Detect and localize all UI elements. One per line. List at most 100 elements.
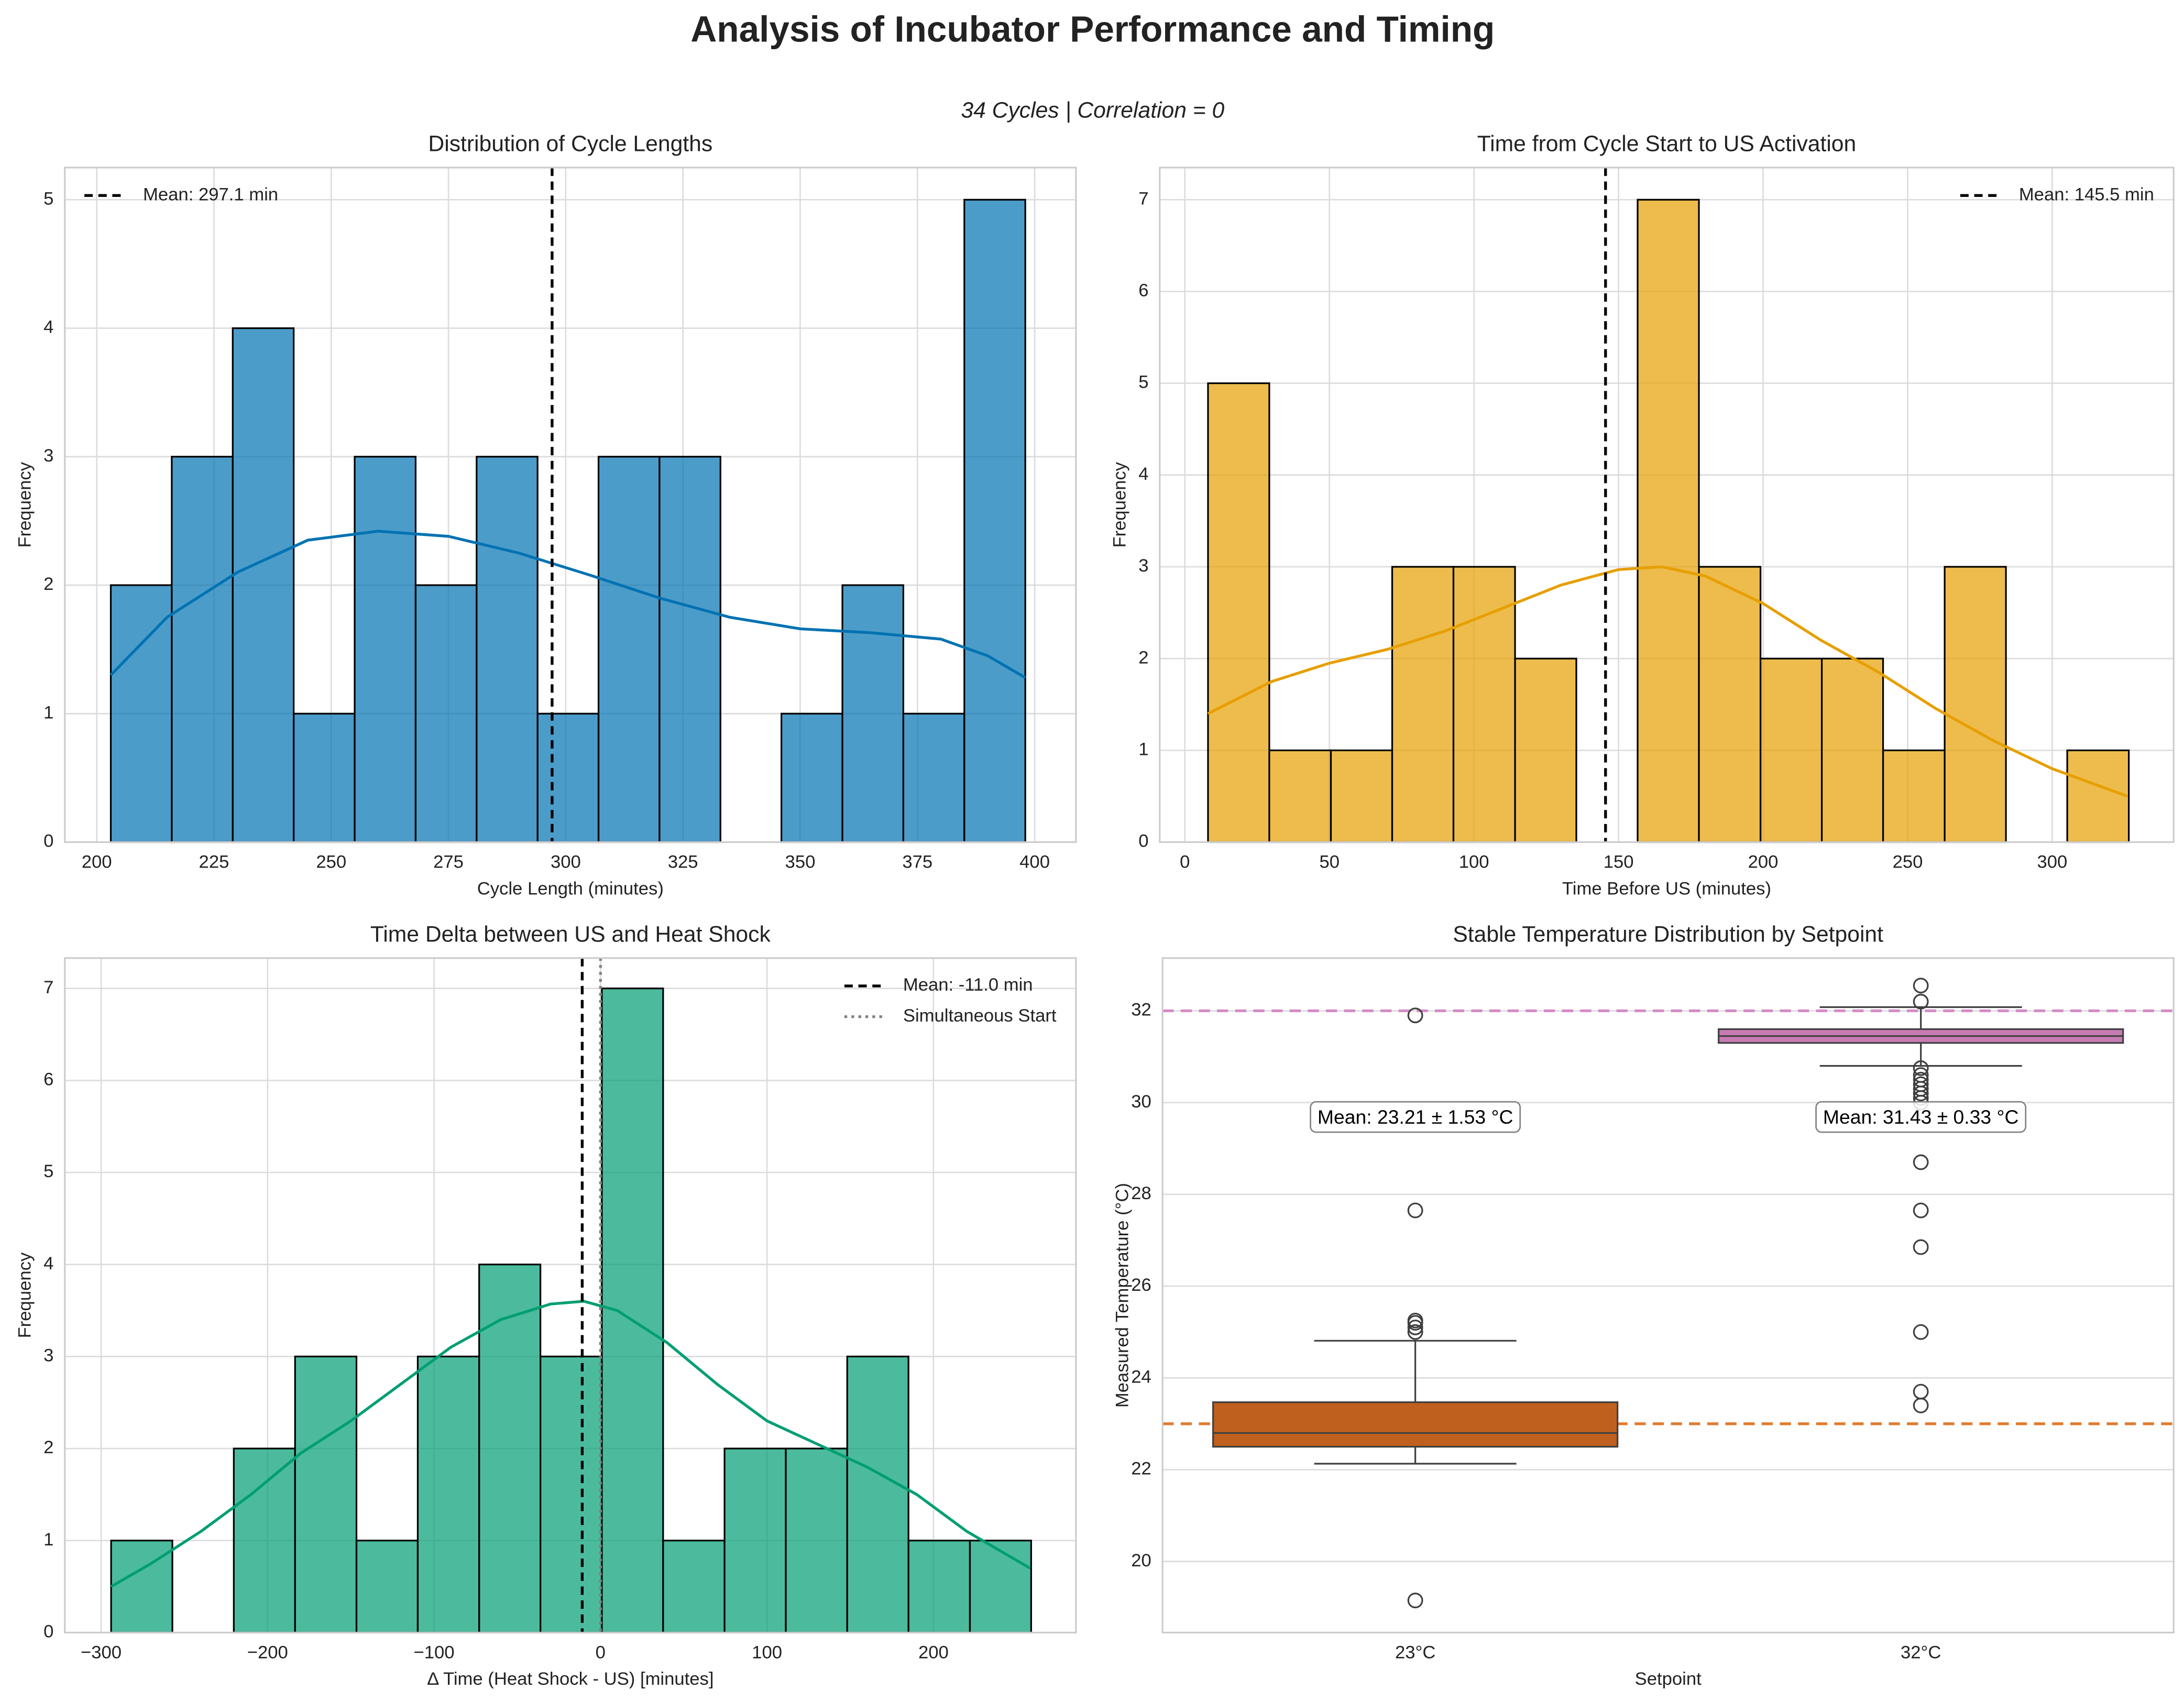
outlier <box>1913 1239 1929 1255</box>
bar <box>536 712 600 843</box>
y-axis-label: Measured Temperature (°C) <box>1113 1183 1133 1408</box>
panel: 0 1 2 3 4 5 6 7 0 50 100 150 200 250 300 Time from Cycl… <box>1110 131 2175 898</box>
bar <box>2066 749 2130 843</box>
x-tick-label: −200 <box>247 1643 288 1663</box>
x-tick-label: 325 <box>668 852 698 872</box>
y-tick-label: 3 <box>43 1346 53 1366</box>
plot-border <box>64 957 1077 1633</box>
x-axis-label: Δ Time (Heat Shock - US) [minutes] <box>427 1669 714 1689</box>
annotation: Mean: 23.21 ± 1.53 °C <box>1318 1106 1513 1128</box>
plot-border <box>64 167 1077 843</box>
legend-label: Mean: -11.0 min <box>903 975 1033 995</box>
panel-title: Distribution of Cycle Lengths <box>428 131 712 157</box>
kde-line <box>1207 565 2128 798</box>
y-tick-label: 7 <box>43 978 53 997</box>
y-tick-label: 0 <box>1138 831 1148 851</box>
bar <box>1514 657 1577 843</box>
x-axis-label: Time Before US (minutes) <box>1562 879 1771 898</box>
y-tick-label: 0 <box>43 1622 53 1642</box>
bar <box>232 327 295 843</box>
bar <box>1944 566 2007 843</box>
y-tick-label: 4 <box>43 1254 53 1274</box>
outlier <box>1407 1319 1423 1335</box>
bar <box>723 1447 787 1633</box>
outlier <box>1407 1007 1423 1024</box>
bar <box>293 712 356 843</box>
y-tick-label: 2 <box>1138 648 1148 667</box>
y-tick-label: 5 <box>1138 372 1148 392</box>
x-axis-label: Setpoint <box>1635 1669 1702 1689</box>
bar <box>1820 657 1884 843</box>
x-tick-label: 225 <box>199 852 229 872</box>
y-tick-label: 30 <box>1131 1092 1151 1112</box>
bar <box>540 1355 603 1633</box>
bar <box>355 1540 419 1633</box>
y-tick-label: 28 <box>1131 1183 1151 1203</box>
y-tick-label: 20 <box>1131 1551 1151 1571</box>
bar <box>841 584 905 843</box>
bar <box>963 199 1026 843</box>
outlier <box>1913 1202 1929 1219</box>
outlier <box>1913 1324 1929 1340</box>
y-tick-label: 6 <box>1138 281 1148 301</box>
outlier <box>1913 1085 1929 1102</box>
y-tick-label: 26 <box>1131 1275 1151 1295</box>
y-tick-label: 4 <box>43 317 53 337</box>
x-tick-label: 23°C <box>1395 1643 1435 1663</box>
legend: Mean: 297.1 min <box>84 184 278 204</box>
panel: 20 22 24 26 28 30 32 Stable Temperature Distrib… <box>1113 921 2175 1689</box>
outlier <box>1913 994 1929 1009</box>
panel-title: Time Delta between US and Heat Shock <box>370 921 771 947</box>
y-tick-label: 7 <box>1138 189 1148 208</box>
bar <box>902 712 965 843</box>
x-tick-label: −300 <box>81 1643 122 1663</box>
figure-subtitle: 34 Cycles | Correlation = 0 <box>961 98 1224 123</box>
outlier <box>1913 1060 1929 1076</box>
bar <box>294 1355 358 1633</box>
bar <box>969 1540 1032 1633</box>
x-axis-label: Cycle Length (minutes) <box>477 879 664 898</box>
x-tick-label: 50 <box>1319 852 1340 872</box>
bar <box>416 1355 480 1633</box>
annotation-box <box>1310 1101 1521 1133</box>
bar <box>1759 657 1823 843</box>
x-tick-label: 0 <box>596 1643 606 1663</box>
bar <box>1882 749 1946 843</box>
panel: 0 1 2 3 4 5 200 225 250 275 300 325 350 375 400 Distrib… <box>15 131 1077 898</box>
x-tick-label: 100 <box>1459 852 1489 872</box>
bar <box>171 456 234 843</box>
bar <box>1330 749 1393 843</box>
x-tick-label: 375 <box>902 852 932 872</box>
x-tick-label: 300 <box>551 852 581 872</box>
legend-label: Simultaneous Start <box>903 1006 1057 1026</box>
x-tick-label: 0 <box>1180 852 1190 872</box>
x-tick-label: 100 <box>752 1643 782 1663</box>
plot-border <box>1159 167 2175 843</box>
bar <box>601 987 664 1633</box>
y-tick-label: 5 <box>43 189 53 208</box>
legend-label: Mean: 297.1 min <box>143 184 278 204</box>
x-tick-label: 200 <box>918 1643 949 1663</box>
outlier <box>1407 1312 1423 1329</box>
bar <box>1391 566 1455 843</box>
bar <box>846 1355 909 1633</box>
outlier <box>1407 1202 1423 1219</box>
y-axis-label: Frequency <box>15 462 35 547</box>
kde-line <box>109 530 1026 679</box>
y-tick-label: 5 <box>43 1161 53 1181</box>
y-tick-label: 2 <box>43 1437 53 1457</box>
bar <box>233 1447 296 1633</box>
plot-border <box>1161 957 2175 1633</box>
bar <box>1207 382 1270 843</box>
y-tick-label: 1 <box>43 703 53 722</box>
bar <box>1637 199 1700 843</box>
legend-label: Mean: 145.5 min <box>2019 184 2154 204</box>
panel-title: Stable Temperature Distribution by Setpo… <box>1453 921 1883 947</box>
outlier <box>1913 1397 1929 1413</box>
bar <box>659 456 721 843</box>
x-tick-label: 350 <box>785 852 816 872</box>
bar <box>785 1447 848 1633</box>
legend: Mean: -11.0 min Simultaneous Start <box>844 975 1057 1026</box>
x-tick-label: 300 <box>2037 852 2068 872</box>
panel: 0 1 2 3 4 5 6 7 −300 −200 −100 0 100 200 Time Delta be… <box>15 921 1077 1689</box>
